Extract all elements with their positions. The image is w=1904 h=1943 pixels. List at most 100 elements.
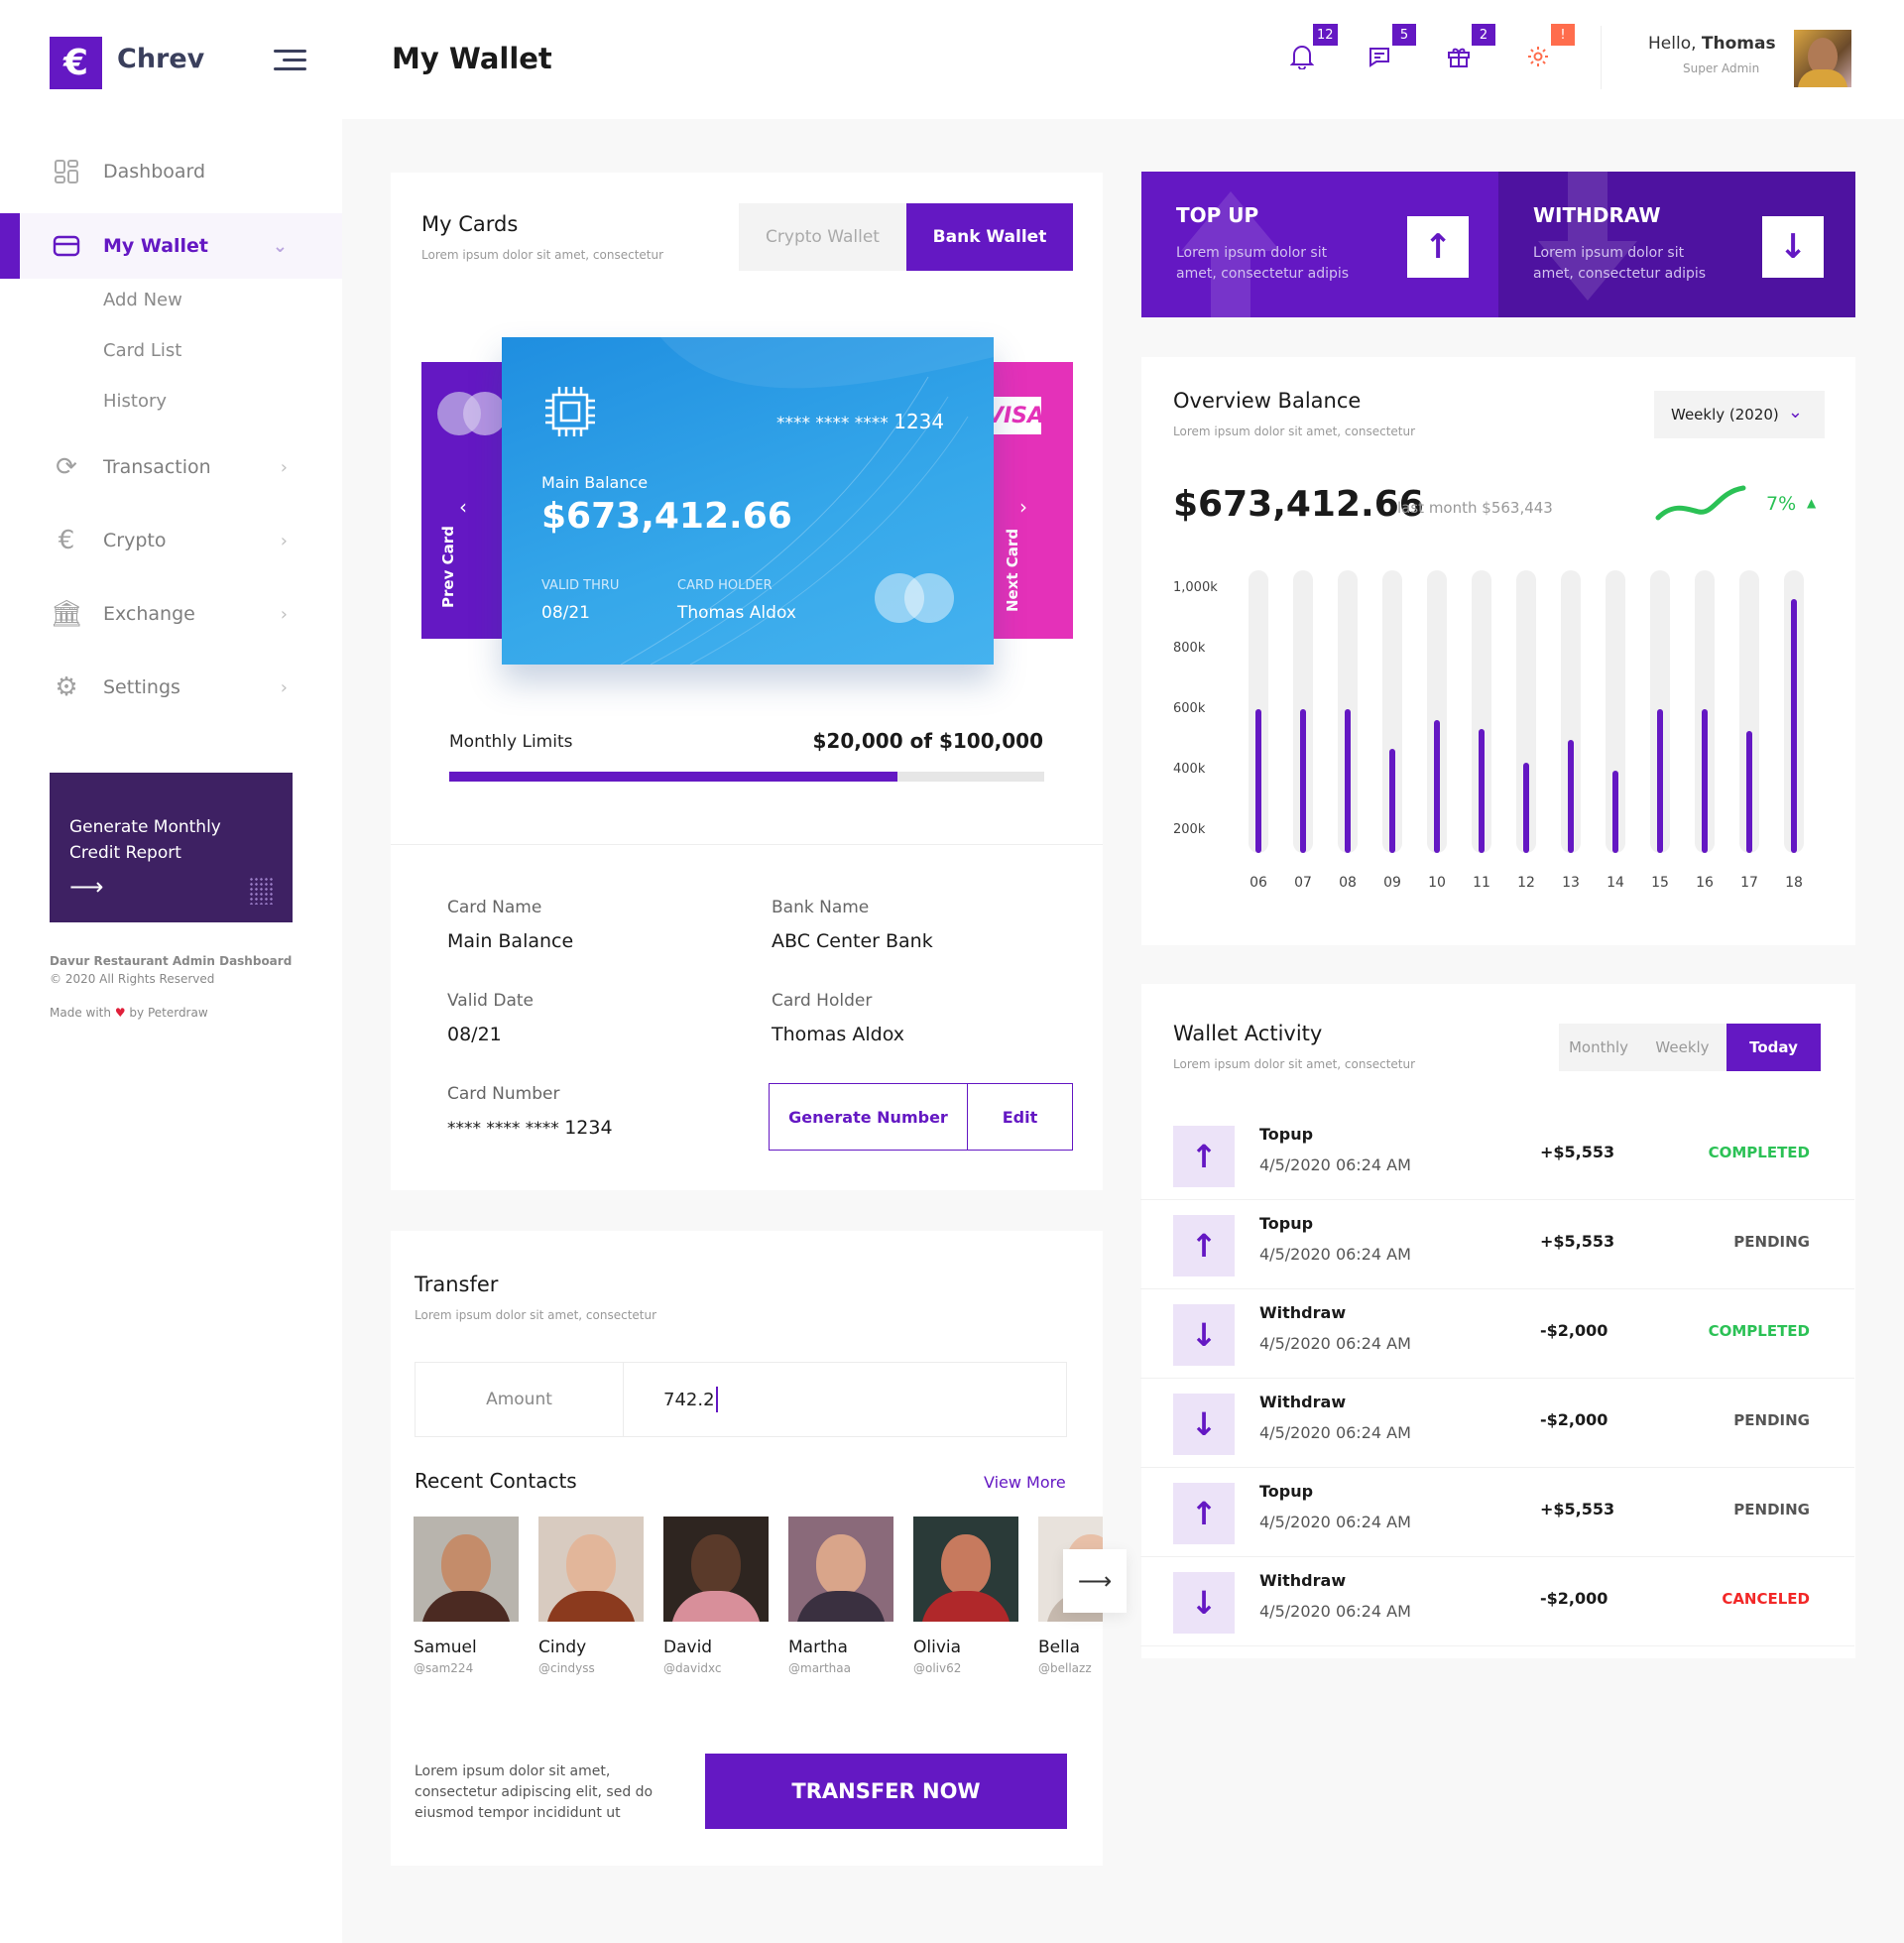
contact-name: David xyxy=(663,1638,713,1657)
x-tick-label: 07 xyxy=(1294,875,1312,891)
bar[interactable] xyxy=(1345,708,1351,853)
sidebar-item-label: Dashboard xyxy=(103,161,206,182)
activity-amount: -$2,000 xyxy=(1540,1589,1608,1608)
bar[interactable] xyxy=(1389,748,1395,853)
generate-report-card[interactable]: Generate Monthly Credit Report ⟶ xyxy=(50,773,293,922)
next-card-button[interactable]: VISA › Next Card xyxy=(984,362,1073,639)
status-badge: COMPLETED xyxy=(1708,1144,1810,1161)
card-balance-label: Main Balance xyxy=(541,473,649,492)
sidebar-item-settings[interactable]: ⚙ Settings › xyxy=(0,655,342,720)
sidebar-item-exchange[interactable]: 🏛 Exchange › xyxy=(0,581,342,647)
y-tick-label: 400k xyxy=(1173,762,1206,777)
bar[interactable] xyxy=(1300,708,1306,853)
bar-track xyxy=(1427,570,1447,853)
activity-amount: +$5,553 xyxy=(1540,1143,1615,1161)
bar-track xyxy=(1739,570,1759,853)
wallet-activity-title: Wallet Activity xyxy=(1173,1022,1323,1045)
view-more-link[interactable]: View More xyxy=(984,1473,1066,1492)
bank-name-value: ABC Center Bank xyxy=(772,930,933,952)
sidebar-item-dashboard[interactable]: Dashboard xyxy=(0,139,342,204)
contact-card[interactable]: Martha @marthaa xyxy=(788,1517,893,1675)
chevron-down-icon: ⌄ xyxy=(1787,402,1803,423)
activity-row[interactable]: ↓ Withdraw 4/5/2020 06:24 AM -$2,000 COMPLET… xyxy=(1140,1289,1854,1379)
bar[interactable] xyxy=(1657,708,1663,853)
edit-button[interactable]: Edit xyxy=(1002,1107,1038,1127)
period-select[interactable]: Weekly (2020) ⌄ xyxy=(1654,391,1825,438)
euro-icon: € xyxy=(58,526,75,555)
contact-card[interactable]: Olivia @oliv62 xyxy=(913,1517,1018,1675)
bell-icon[interactable] xyxy=(1287,42,1317,71)
bar[interactable] xyxy=(1434,720,1440,853)
sidebar-item-transaction[interactable]: ⟳ Transaction › xyxy=(0,434,342,500)
contacts-next-arrow-icon[interactable]: ⟶ xyxy=(1063,1549,1127,1613)
activity-row[interactable]: ↑ Topup 4/5/2020 06:24 AM +$5,553 COMPLETED xyxy=(1140,1111,1854,1200)
bar[interactable] xyxy=(1479,728,1485,853)
contact-handle: @bellazz xyxy=(1038,1661,1092,1675)
prev-card-button[interactable]: ‹ Prev Card xyxy=(421,362,511,639)
contact-card[interactable]: David @davidxc xyxy=(663,1517,769,1675)
generate-number-button[interactable]: Generate Number xyxy=(770,1084,968,1150)
mastercard-circle-icon xyxy=(463,392,507,435)
hamburger-menu-icon[interactable] xyxy=(274,50,306,76)
bar[interactable] xyxy=(1702,708,1708,853)
arrow-down-icon[interactable]: ↓ xyxy=(1762,216,1824,278)
top-up-card[interactable]: TOP UP Lorem ipsum dolor sit amet, conse… xyxy=(1141,172,1498,317)
contact-card[interactable]: Samuel @sam224 xyxy=(414,1517,519,1675)
brand-logo-icon[interactable]: € xyxy=(50,37,102,89)
x-tick-label: 17 xyxy=(1740,875,1758,891)
bar[interactable] xyxy=(1791,598,1797,853)
activity-date: 4/5/2020 06:24 AM xyxy=(1259,1155,1411,1174)
sidebar-subitem-history[interactable]: History xyxy=(103,391,168,412)
tab-today[interactable]: Today xyxy=(1726,1024,1821,1071)
bar[interactable] xyxy=(1568,740,1574,853)
gift-icon[interactable] xyxy=(1444,42,1474,71)
card-number-last: 1234 xyxy=(893,410,945,433)
tab-bank-wallet[interactable]: Bank Wallet xyxy=(906,203,1073,271)
amount-input[interactable]: 742.2 xyxy=(624,1363,1066,1436)
arrow-up-icon[interactable]: ↑ xyxy=(1407,216,1469,278)
card-name-value: Main Balance xyxy=(447,930,574,952)
chevron-down-icon: ⌄ xyxy=(272,235,288,257)
chat-icon[interactable] xyxy=(1365,42,1394,71)
brand-name[interactable]: Chrev xyxy=(117,44,205,74)
activity-row[interactable]: ↓ Withdraw 4/5/2020 06:24 AM -$2,000 CANCELE… xyxy=(1140,1557,1854,1646)
monthly-limits-fill xyxy=(449,772,898,782)
status-badge: COMPLETED xyxy=(1708,1322,1810,1340)
arrow-right-icon[interactable]: ⟶ xyxy=(69,873,104,901)
sidebar-item-crypto[interactable]: € Crypto › xyxy=(0,508,342,573)
activity-type: Topup xyxy=(1259,1125,1314,1144)
sidebar-subitem-card-list[interactable]: Card List xyxy=(103,340,182,361)
activity-row[interactable]: ↓ Withdraw 4/5/2020 06:24 AM -$2,000 PENDING xyxy=(1140,1379,1854,1468)
contact-photo xyxy=(538,1517,644,1622)
y-tick-label: 600k xyxy=(1173,701,1206,716)
gift-badge: 2 xyxy=(1472,24,1495,46)
transaction-icon: ⟳ xyxy=(56,452,77,482)
settings-gear-icon[interactable] xyxy=(1523,42,1553,71)
avatar[interactable] xyxy=(1794,30,1851,87)
bar[interactable] xyxy=(1255,708,1261,853)
activity-date: 4/5/2020 06:24 AM xyxy=(1259,1245,1411,1264)
transfer-now-button[interactable]: TRANSFER NOW xyxy=(705,1754,1067,1829)
wallet-icon xyxy=(52,231,81,261)
withdraw-title: WITHDRAW xyxy=(1533,203,1661,227)
contact-card[interactable]: Cindy @cindyss xyxy=(538,1517,644,1675)
contact-name: Bella xyxy=(1038,1638,1080,1657)
credit-card[interactable]: **** **** **** 1234 Main Balance $673,41… xyxy=(502,337,994,665)
withdraw-card[interactable]: WITHDRAW Lorem ipsum dolor sit amet, con… xyxy=(1498,172,1855,317)
tab-monthly[interactable]: Monthly xyxy=(1568,1038,1629,1056)
y-tick-label: 200k xyxy=(1173,822,1206,837)
activity-row[interactable]: ↑ Topup 4/5/2020 06:24 AM +$5,553 PENDING xyxy=(1140,1468,1854,1557)
bar[interactable] xyxy=(1523,762,1529,853)
bar[interactable] xyxy=(1746,731,1752,853)
activity-row[interactable]: ↑ Topup 4/5/2020 06:24 AM +$5,553 PENDING xyxy=(1140,1200,1854,1289)
tab-weekly[interactable]: Weekly xyxy=(1655,1038,1710,1056)
sidebar-item-my-wallet[interactable]: My Wallet ⌄ xyxy=(0,213,342,279)
bar[interactable] xyxy=(1612,771,1618,853)
x-tick-label: 13 xyxy=(1562,875,1580,891)
monthly-limits-label: Monthly Limits xyxy=(449,732,573,752)
recent-contacts-title: Recent Contacts xyxy=(415,1469,577,1493)
tab-crypto-wallet[interactable]: Crypto Wallet xyxy=(739,203,906,271)
status-badge: PENDING xyxy=(1733,1411,1810,1429)
sidebar-subitem-add-new[interactable]: Add New xyxy=(103,290,182,310)
valid-thru-label: VALID THRU xyxy=(541,578,620,593)
